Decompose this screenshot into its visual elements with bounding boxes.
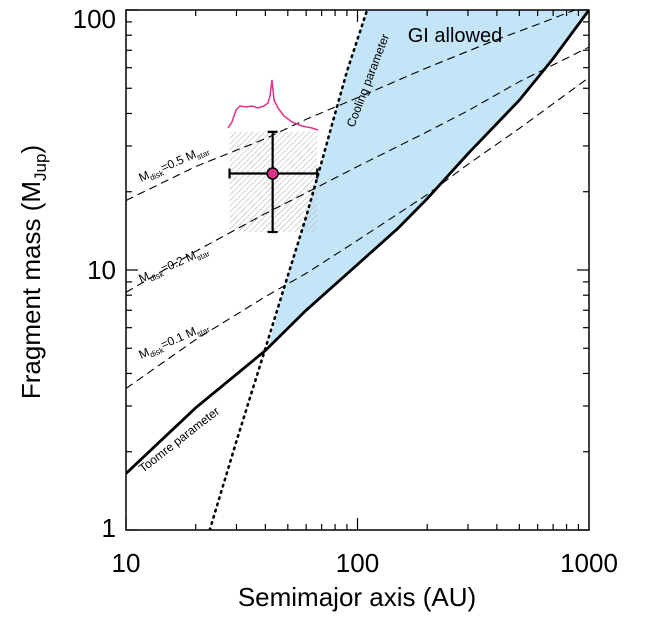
gi-allowed-region [267,10,589,349]
axis-ticks [125,9,589,531]
gi-allowed-label: GI allowed [408,25,503,47]
y-axis-title: Fragment mass (MJup) [16,145,50,399]
disk-label-05: Mdisk=0.5 Mstar [137,141,212,186]
toomre-parameter-line [126,10,589,475]
x-tick-label: 1000 [560,548,618,578]
plot-area [126,10,589,530]
toomre-parameter-label: Toomre parameter [136,404,222,475]
x-tick-label: 10 [112,548,141,578]
data-point [266,167,279,180]
x-tick-label: 100 [336,548,379,578]
disk-mass-line [126,10,577,201]
cooling-parameter-line [208,10,369,530]
y-tick-label: 1 [102,513,116,543]
y-tick-label: 100 [73,4,116,34]
y-tick-label: 10 [87,255,116,285]
x-axis-title: Semimajor axis (AU) [238,582,476,612]
disk-mass-line [126,46,589,293]
line-profile-sketch [227,79,319,131]
disk-mass-line [126,77,589,389]
disk-label-01: Mdisk=0.1 Mstar [137,318,212,363]
